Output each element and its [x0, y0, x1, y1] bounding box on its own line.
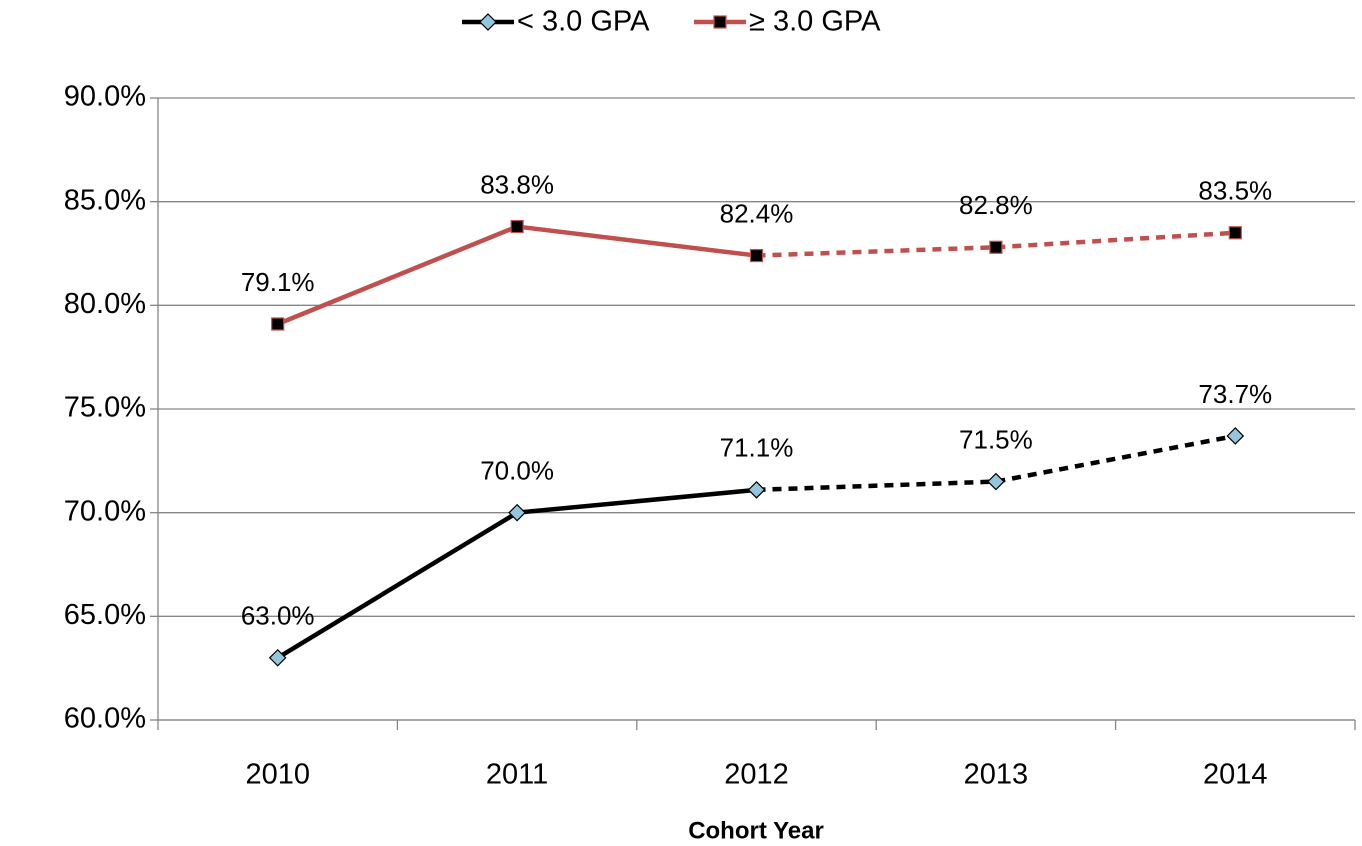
data-label: 71.1% [720, 433, 794, 463]
marker [508, 503, 526, 522]
marker [1226, 427, 1245, 445]
legend-label: < 3.0 GPA [517, 6, 650, 38]
y-tick-label: 60.0% [64, 703, 146, 735]
legend-label: ≥ 3.0 GPA [749, 6, 881, 38]
x-tick-label: 2011 [486, 759, 548, 791]
x-tick-label: 2014 [1203, 759, 1268, 791]
x-tick-label: 2010 [245, 759, 310, 791]
marker [271, 317, 285, 331]
data-label: 83.5% [1198, 176, 1272, 206]
marker [268, 648, 287, 667]
marker [510, 219, 524, 234]
data-label: 70.0% [480, 456, 554, 486]
data-label: 79.1% [241, 267, 315, 297]
y-tick-label: 65.0% [64, 599, 146, 631]
data-label: 73.7% [1198, 379, 1272, 409]
marker [1228, 226, 1242, 240]
data-label: 83.8% [480, 169, 554, 199]
data-label: 63.0% [241, 601, 315, 631]
x-tick-label: 2012 [724, 759, 789, 791]
marker [989, 240, 1003, 254]
data-label: 71.5% [959, 424, 1033, 454]
data-label: 82.4% [720, 198, 794, 228]
marker [747, 481, 766, 499]
y-tick-label: 90.0% [64, 81, 146, 113]
y-tick-label: 70.0% [64, 495, 146, 527]
legend-marker [479, 13, 497, 31]
data-label: 82.8% [959, 190, 1033, 220]
series-line [276, 224, 757, 327]
series-line [756, 433, 1236, 493]
x-axis-title: Cohort Year [688, 817, 824, 844]
y-tick-label: 80.0% [64, 288, 146, 320]
marker [987, 472, 1005, 491]
x-tick-label: 2013 [964, 759, 1029, 791]
y-tick-label: 75.0% [64, 392, 146, 424]
marker [749, 248, 764, 263]
y-tick-label: 85.0% [64, 184, 146, 216]
legend-marker [713, 15, 727, 29]
